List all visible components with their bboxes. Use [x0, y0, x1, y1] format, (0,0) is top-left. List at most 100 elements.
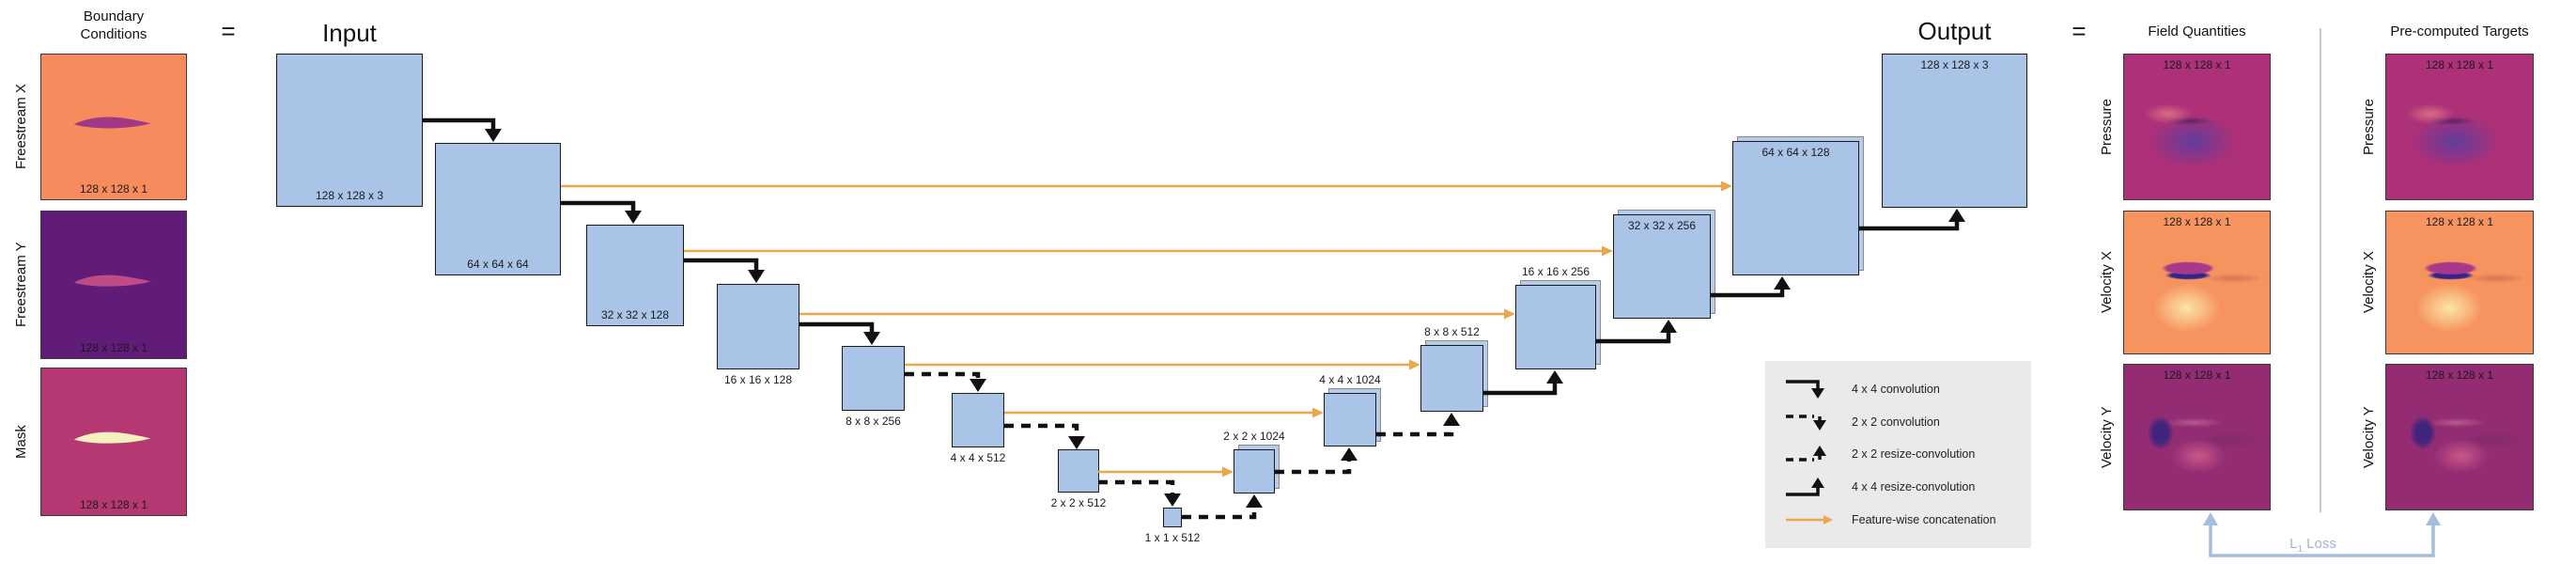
tensor-dims: 4 x 4 x 1024 [1319, 373, 1381, 386]
arrow-head-up [1774, 276, 1791, 290]
concat-arrow-head [1409, 359, 1420, 370]
orange-right-arrow-icon [1786, 515, 1833, 525]
tensor-dims: 128 x 128 x 1 [2163, 215, 2231, 228]
conv-line [1376, 426, 1454, 437]
concat-arrow-head [1312, 407, 1324, 418]
freestream-y-label: Freestream Y [13, 242, 29, 328]
decoder-box-32: 32 x 32 x 256 [1613, 214, 1711, 319]
arrow-head-down [1068, 436, 1085, 449]
tensor-dims: 2 x 2 x 1024 [1223, 430, 1285, 443]
conv-line [1004, 423, 1079, 437]
conv-line [561, 200, 636, 212]
arrow-head-up [1948, 209, 1965, 222]
conv-line [905, 371, 981, 380]
tensor-dims: 128 x 128 x 1 [79, 182, 148, 196]
equals-sign-left: = [221, 17, 236, 45]
dashed-down-arrow-icon [1786, 414, 1826, 431]
conv-line [1182, 508, 1257, 520]
conv-line [1275, 461, 1352, 475]
target-velocity-x-image: 128 x 128 x 1 [2385, 211, 2534, 354]
legend-label: 2 x 2 resize-convolution [1852, 447, 1976, 462]
concat-arrow-head [1504, 308, 1515, 320]
decoder-box-8: 8 x 8 x 512 [1420, 325, 1483, 412]
boundary-conditions-title: Boundary Conditions [80, 8, 147, 42]
arrow-head-down [863, 332, 880, 345]
encoder-box-8: 8 x 8 x 256 [842, 346, 905, 428]
encoder-box-2: 2 x 2 x 512 [1051, 449, 1106, 509]
tensor-dims: 8 x 8 x 512 [1424, 325, 1480, 338]
legend-item: 2 x 2 convolution [1784, 410, 2031, 434]
legend-label: 4 x 4 convolution [1852, 382, 1940, 396]
decoder-box-2: 2 x 2 x 1024 [1223, 430, 1285, 494]
conv-line [1596, 333, 1671, 344]
precomputed-targets-title: Pre-computed Targets [2390, 24, 2529, 39]
tensor-dims: 64 x 64 x 64 [467, 258, 529, 271]
conv-line [684, 258, 759, 271]
target-velocity-y-image: 128 x 128 x 1 [2385, 364, 2534, 510]
tensor-dims: 1 x 1 x 512 [1144, 531, 1201, 544]
encoder-box-64: 64 x 64 x 64 [435, 143, 561, 275]
mask-image: 128 x 128 x 1 [40, 368, 187, 516]
field-velocity-x-image: 128 x 128 x 1 [2123, 211, 2271, 354]
legend: 4 x 4 convolution 2 x 2 convolution 2 x … [1765, 361, 2031, 548]
mask-label: Mask [13, 425, 29, 459]
conv-line [1483, 384, 1558, 396]
encoder-box-16: 16 x 16 x 128 [717, 284, 799, 386]
tensor-dims: 32 x 32 x 128 [600, 308, 670, 321]
concat-arrow-head [1602, 245, 1613, 257]
tensor-dims: 2 x 2 x 512 [1050, 496, 1107, 509]
legend-label: 2 x 2 convolution [1852, 415, 1940, 429]
arrow-head-down [625, 211, 642, 224]
solid-up-elbow-arrow-icon [1786, 478, 1824, 497]
concat-arrow-head [1222, 466, 1234, 478]
input-tensor-box: 128 x 128 x 3 [276, 54, 423, 207]
conv-line [1711, 290, 1785, 298]
output-tensor-box: 128 x 128 x 3 [1882, 54, 2027, 208]
arrow-head-up [1546, 370, 1563, 384]
tensor-dims: 16 x 16 x 128 [723, 373, 793, 386]
tensor-dims: 128 x 128 x 1 [79, 498, 148, 511]
loss-subscript: 1 [2297, 544, 2304, 555]
conv-line [1098, 479, 1175, 494]
loss-letter: L [2289, 536, 2298, 552]
conv-line [799, 321, 875, 333]
freestream-y-image: 128 x 128 x 1 [40, 211, 187, 359]
tensor-dims: 128 x 128 x 1 [79, 341, 148, 354]
legend-item: Feature-wise concatenation [1784, 508, 2031, 532]
tensor-dims: 8 x 8 x 256 [846, 415, 901, 428]
output-title: Output [1917, 17, 1992, 45]
target-pressure-label: Pressure [2361, 98, 2377, 156]
legend-item: 4 x 4 convolution [1784, 377, 2031, 401]
arrow-head-up [1443, 413, 1460, 426]
freestream-x-image: 128 x 128 x 1 [40, 54, 187, 200]
arrow-head-up [1660, 320, 1677, 333]
tensor-dims: 128 x 128 x 1 [2425, 368, 2494, 382]
dashed-up-arrow-icon [1786, 446, 1826, 462]
field-quantities-title: Field Quantities [2148, 24, 2246, 39]
airfoil-silhouette [73, 431, 151, 444]
legend-label: Feature-wise concatenation [1852, 513, 1996, 527]
decoder-box-4: 4 x 4 x 1024 [1319, 373, 1381, 446]
tensor-dims: 128 x 128 x 3 [1920, 58, 1989, 71]
loss-word: Loss [2303, 536, 2336, 552]
encoder-box-4: 4 x 4 x 512 [951, 393, 1005, 464]
tensor-dims: 16 x 16 x 256 [1521, 265, 1591, 278]
field-pressure-image: 128 x 128 x 1 [2123, 54, 2271, 200]
arrow-head-down [1164, 494, 1181, 507]
l1-loss-label: L1 Loss [2247, 536, 2379, 555]
solid-down-elbow-arrow-icon [1786, 380, 1824, 399]
tensor-dims: 128 x 128 x 1 [2425, 58, 2494, 71]
conv-line [1859, 222, 1960, 231]
column-divider [2320, 28, 2321, 512]
tensor-dims: 128 x 128 x 3 [315, 189, 384, 202]
velocity-y-label: Velocity Y [2099, 406, 2115, 468]
tensor-dims: 4 x 4 x 512 [950, 451, 1006, 464]
target-velocity-x-label: Velocity X [2361, 251, 2377, 314]
arrow-head-up [1246, 494, 1263, 508]
target-velocity-y-label: Velocity Y [2361, 406, 2377, 468]
pressure-label: Pressure [2099, 98, 2115, 156]
tensor-dims: 128 x 128 x 1 [2163, 58, 2231, 71]
conv-line [423, 118, 496, 130]
velocity-x-label: Velocity X [2099, 251, 2115, 314]
